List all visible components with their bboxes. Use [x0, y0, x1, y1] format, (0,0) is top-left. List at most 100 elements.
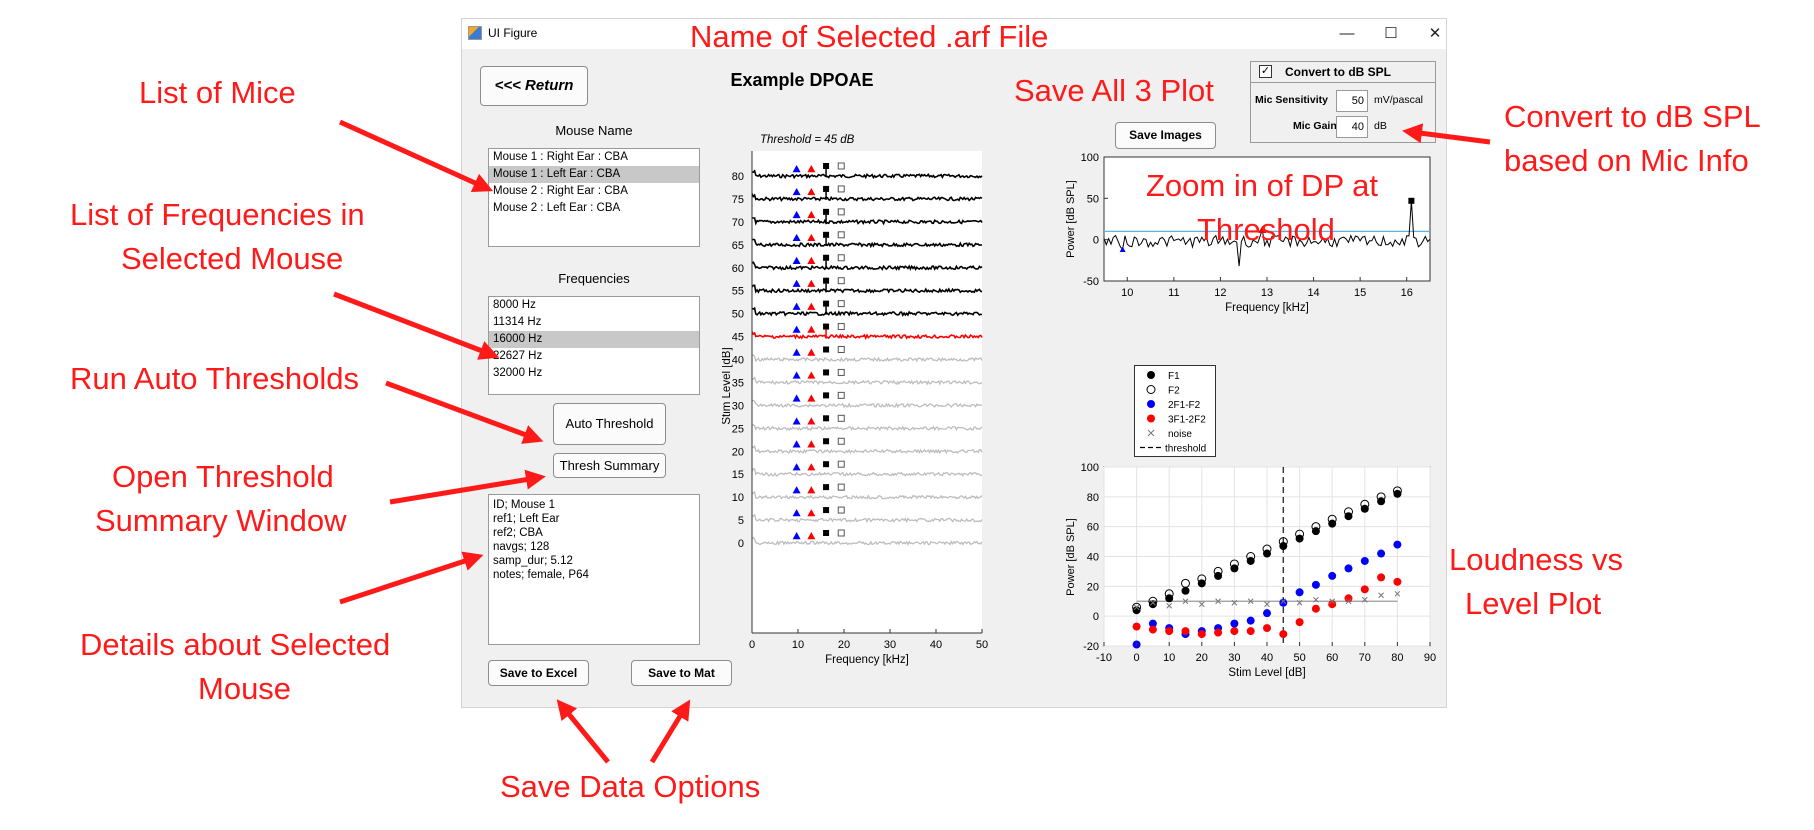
y-tick-label: 40 [732, 355, 744, 367]
level-point-2f1-f2 [1360, 556, 1369, 565]
level-x-tick-label: 50 [1293, 652, 1305, 664]
annotation-list-mice: List of Mice [139, 75, 296, 110]
marker-f2 [837, 414, 845, 422]
waterfall-axes [752, 151, 982, 633]
level-point-f2 [1295, 529, 1305, 539]
level-point-f2 [1392, 486, 1402, 496]
marker-f1 [823, 507, 830, 514]
maximize-icon[interactable]: ☐ [1384, 25, 1398, 42]
marker-f2 [837, 529, 845, 537]
level-point-3f1-2f2 [1263, 624, 1271, 633]
annotation-loudness-2: Level Plot [1465, 586, 1602, 621]
trace-35 [751, 376, 983, 386]
marker-2f1-f2 [792, 417, 801, 425]
return-button[interactable]: <<< Return [480, 66, 588, 106]
level-point-noise [1166, 602, 1173, 609]
marker-3f1-2f2 [807, 210, 816, 219]
save-mat-button[interactable]: Save to Mat [631, 660, 732, 686]
mic-sensitivity-unit: mV/pascal [1374, 94, 1424, 106]
level-x-tick-label: 60 [1326, 652, 1338, 664]
y-tick-label: 35 [732, 377, 744, 389]
marker-f2 [837, 300, 845, 308]
trace-55 [751, 284, 983, 294]
arrow-to-frequency-list [333, 291, 500, 360]
mouse-listbox[interactable]: Mouse 1 : Right Ear : CBA Mouse 1 : Left … [488, 148, 700, 247]
y-tick-label: 65 [732, 240, 744, 252]
marker-2f1-f2 [792, 486, 801, 494]
zoom-x-tick-label: 15 [1354, 287, 1366, 299]
mouse-list-item[interactable]: Mouse 2 : Right Ear : CBA [493, 185, 628, 197]
save-excel-button[interactable]: Save to Excel [488, 660, 589, 686]
close-icon[interactable]: ✕ [1428, 25, 1442, 42]
level-x-tick-label: 20 [1196, 652, 1208, 664]
marker-3f1-2f2 [807, 302, 816, 310]
trace-75 [751, 193, 983, 202]
frequency-list-item[interactable]: 32000 Hz [493, 367, 543, 379]
marker-f1 [823, 277, 830, 284]
marker-f1 [823, 530, 830, 536]
mouse-list-item[interactable]: Mouse 1 : Right Ear : CBA [493, 151, 628, 163]
marker-3f1-2f2 [807, 509, 816, 517]
save-images-button[interactable]: Save Images [1115, 122, 1216, 149]
mic-gain-field[interactable]: 40 [1336, 116, 1368, 138]
x-tick-label: 0 [749, 639, 755, 651]
marker-3f1-2f2 [807, 394, 816, 402]
marker-f2 [837, 277, 845, 285]
level-y-tick-label: 80 [1087, 492, 1099, 504]
zoom-marker-3f1-2f2 [1258, 225, 1267, 233]
marker-f2 [837, 208, 845, 216]
frequency-list-item[interactable]: 11314 Hz [493, 316, 542, 328]
frequency-listbox[interactable]: 8000 Hz 11314 Hz 16000 Hz 22627 Hz 32000 Hz [488, 296, 700, 395]
marker-2f1-f2 [792, 463, 801, 471]
level-point-noise [1345, 598, 1352, 605]
marker-3f1-2f2 [807, 256, 816, 264]
thresh-summary-button[interactable]: Thresh Summary [553, 453, 666, 478]
marker-f2 [837, 506, 845, 514]
frequency-list-item[interactable]: 16000 Hz [489, 331, 699, 348]
level-point-noise [1313, 596, 1319, 603]
marker-3f1-2f2 [807, 325, 816, 333]
legend-label: noise [1168, 429, 1192, 440]
level-x-tick-label: 0 [1134, 652, 1140, 664]
mouse-list-item[interactable]: Mouse 2 : Left Ear : CBA [493, 202, 621, 214]
y-tick-label: 15 [732, 469, 744, 481]
marker-3f1-2f2 [807, 463, 816, 471]
marker-f2 [837, 323, 845, 331]
x-tick-label: 30 [884, 639, 896, 651]
marker-f2 [837, 460, 845, 468]
marker-3f1-2f2 [807, 279, 816, 287]
level-point-3f1-2f2 [1132, 622, 1141, 631]
level-point-noise [1378, 592, 1384, 599]
mic-sensitivity-field[interactable]: 50 [1336, 90, 1368, 112]
marker-f2 [837, 254, 845, 262]
frequency-list-item[interactable]: 8000 Hz [493, 299, 536, 311]
marker-f1 [823, 208, 830, 215]
frequency-list-item[interactable]: 22627 Hz [493, 350, 543, 362]
legend-marker [1147, 414, 1155, 423]
trace-25 [751, 424, 983, 432]
level-point-2f1-f2 [1393, 540, 1402, 549]
level-point-noise [1133, 604, 1140, 611]
legend-label: threshold [1165, 444, 1206, 455]
marker-3f1-2f2 [807, 532, 816, 540]
convert-checkbox[interactable]: ✓ [1259, 65, 1272, 78]
mouse-details-textarea[interactable]: ID; Mouse 1 ref1; Left Ear ref2; CBA navgs;… [488, 494, 700, 645]
waterfall-subtitle: Threshold = 45 dB [760, 134, 855, 146]
annotation-details-1: Details about Selected [80, 627, 391, 662]
auto-threshold-button[interactable]: Auto Threshold [553, 403, 666, 445]
annotation-convert-2: based on Mic Info [1504, 143, 1749, 178]
level-xlabel: Stim Level [dB] [1228, 667, 1305, 679]
trace-40 [751, 354, 983, 363]
level-x-tick-label: 90 [1424, 652, 1436, 664]
marker-2f1-f2 [792, 233, 801, 242]
detail-line: ref1; Left Ear [493, 513, 560, 525]
y-tick-label: 80 [732, 171, 744, 183]
y-tick-label: 60 [732, 263, 744, 275]
minimize-icon[interactable]: — [1339, 25, 1355, 42]
level-ylabel: Power [dB SPL] [1065, 518, 1077, 596]
level-point-3f1-2f2 [1377, 573, 1386, 582]
level-point-f1 [1148, 600, 1157, 609]
mouse-list-item[interactable]: Mouse 1 : Left Ear : CBA [489, 166, 699, 183]
convert-checkbox-label: Convert to dB SPL [1285, 65, 1392, 79]
